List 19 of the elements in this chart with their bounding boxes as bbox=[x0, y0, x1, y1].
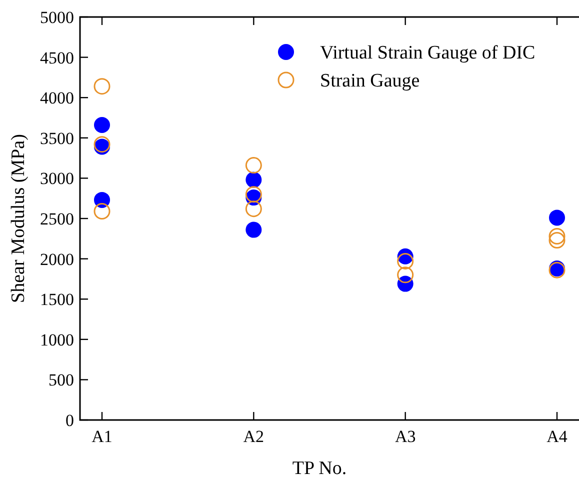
y-tick-label: 4500 bbox=[40, 48, 74, 68]
y-tick-label: 5000 bbox=[40, 8, 74, 27]
x-tick-label: A3 bbox=[394, 427, 416, 446]
y-tick-label: 1500 bbox=[40, 290, 74, 310]
y-tick-label: 2500 bbox=[40, 209, 74, 228]
x-tick-label: A1 bbox=[92, 427, 112, 446]
legend-label: Strain Gauge bbox=[320, 70, 420, 92]
legend-label: Virtual Strain Gauge of DIC bbox=[320, 42, 536, 64]
y-tick-label: 1000 bbox=[40, 330, 74, 350]
y-tick-label: 2000 bbox=[40, 250, 74, 269]
x-tick-label: A2 bbox=[243, 427, 264, 446]
y-tick-label: 500 bbox=[48, 370, 74, 390]
y-tick-label: 3000 bbox=[40, 169, 74, 188]
x-tick-label: A4 bbox=[546, 427, 568, 446]
y-tick-label: 0 bbox=[66, 410, 74, 430]
x-axis-title: TP No. bbox=[292, 458, 347, 479]
y-tick-label: 3500 bbox=[40, 128, 74, 148]
y-tick-label: 4000 bbox=[40, 88, 74, 108]
y-axis-title: Shear Modulus (MPa) bbox=[8, 134, 29, 303]
